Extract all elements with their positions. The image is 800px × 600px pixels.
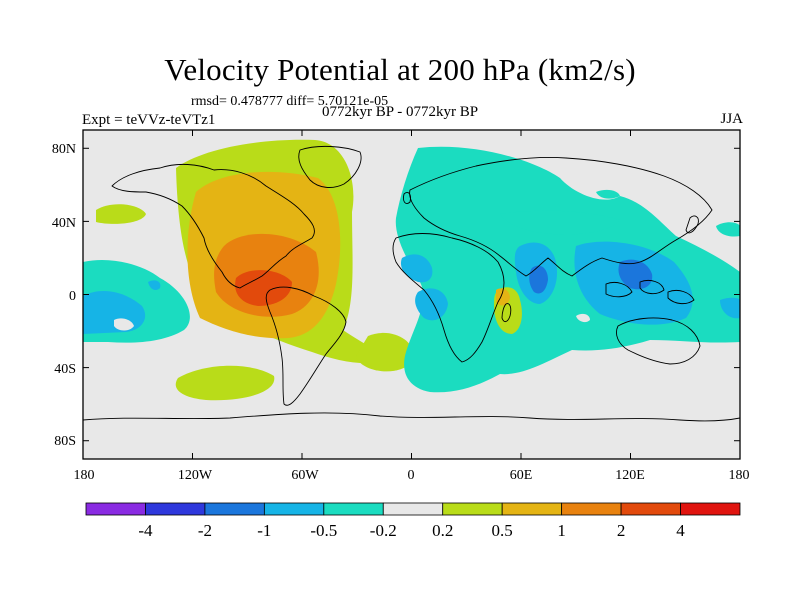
colorbar-label: 4: [676, 521, 685, 540]
colorbar-label: 0.2: [432, 521, 454, 540]
colorbar: [85, 502, 741, 516]
axis-ticks: [82, 130, 741, 459]
lon-tick-label: 0: [407, 468, 415, 483]
lon-tick-label: 120E: [615, 468, 645, 483]
contour-fill-0p2: [96, 204, 146, 224]
colorbar-box: [145, 502, 206, 516]
colorbar-label: -4: [138, 521, 153, 540]
contour-fill-neg0p5: [720, 297, 740, 319]
contour-fill-neg0p2: [395, 146, 740, 393]
colorbar-box: [561, 502, 622, 516]
plot-title: Velocity Potential at 200 hPa (km2/s): [164, 52, 636, 87]
season-label: JJA: [720, 111, 743, 127]
colorbar-box: [620, 502, 681, 516]
coastline-eurasia: [409, 157, 713, 277]
colorbar-box: [680, 502, 741, 516]
colorbar-box: [442, 502, 503, 516]
contour-fill-0p2: [175, 365, 275, 401]
lon-tick-label: 120W: [177, 468, 213, 483]
lat-tick-label: 0: [69, 289, 76, 304]
lat-tick-label: 40S: [54, 362, 76, 377]
period-label: 0772kyr BP - 0772kyr BP: [322, 104, 479, 120]
contour-fields: [83, 139, 740, 422]
colorbar-box: [382, 502, 444, 516]
contour-fill-neg0p2: [596, 189, 620, 199]
coastlines: [83, 145, 740, 422]
contour-fill-0p2: [356, 332, 414, 372]
coastline-south-america: [265, 286, 347, 406]
lat-tick-label: 80N: [51, 142, 76, 157]
coastline-africa: [392, 233, 505, 363]
contour-fill-neg0p2: [500, 210, 620, 235]
coastline-maritime-continent: [605, 279, 695, 305]
lat-tick-label: 40N: [51, 216, 76, 231]
contour-fill-neg1: [529, 265, 548, 294]
coastline-antarctica: [83, 412, 740, 422]
contour-fill-neg0p2: [716, 222, 740, 237]
lon-tick-label: 60W: [291, 468, 319, 483]
colorbar-box: [85, 502, 146, 516]
colorbar-label: -0.5: [310, 521, 338, 540]
contour-fill-neg0p5: [148, 280, 161, 290]
coastline-britain: [403, 191, 411, 205]
lon-tick-label: 180: [73, 468, 95, 483]
colorbar-label: -0.2: [369, 521, 397, 540]
coastline-madagascar: [501, 303, 512, 323]
coastline-north-america: [111, 163, 315, 289]
coastline-australia: [616, 317, 701, 365]
lat-tick-label: 80S: [54, 434, 76, 449]
coastline-greenland: [298, 145, 362, 188]
contour-fill-neg0p5: [400, 254, 433, 283]
experiment-label: Expt = teVVz-teVTz1: [82, 112, 216, 128]
colorbar-label: 0.5: [491, 521, 513, 540]
contour-fill-neutral: [576, 313, 590, 323]
colorbar-label: 1: [557, 521, 566, 540]
lon-tick-label: 180: [728, 468, 750, 483]
contour-fill-neg0p5: [415, 288, 448, 321]
colorbar-box: [323, 502, 384, 516]
contour-fill-0p5: [496, 288, 510, 306]
contour-fill-neg1: [618, 259, 653, 290]
colorbar-label: -2: [197, 521, 212, 540]
colorbar-box: [204, 502, 265, 516]
colorbar-label: -1: [257, 521, 272, 540]
coastline-japan: [685, 215, 699, 234]
contour-fill-neutral: [114, 318, 134, 331]
colorbar-box: [501, 502, 563, 516]
stats-label: rmsd= 0.478777 diff= 5.70121e-05: [191, 94, 389, 109]
contour-fill-2: [235, 270, 292, 306]
colorbar-label: 2: [616, 521, 626, 540]
colorbar-box: [263, 502, 325, 516]
lon-tick-label: 60E: [509, 468, 533, 483]
